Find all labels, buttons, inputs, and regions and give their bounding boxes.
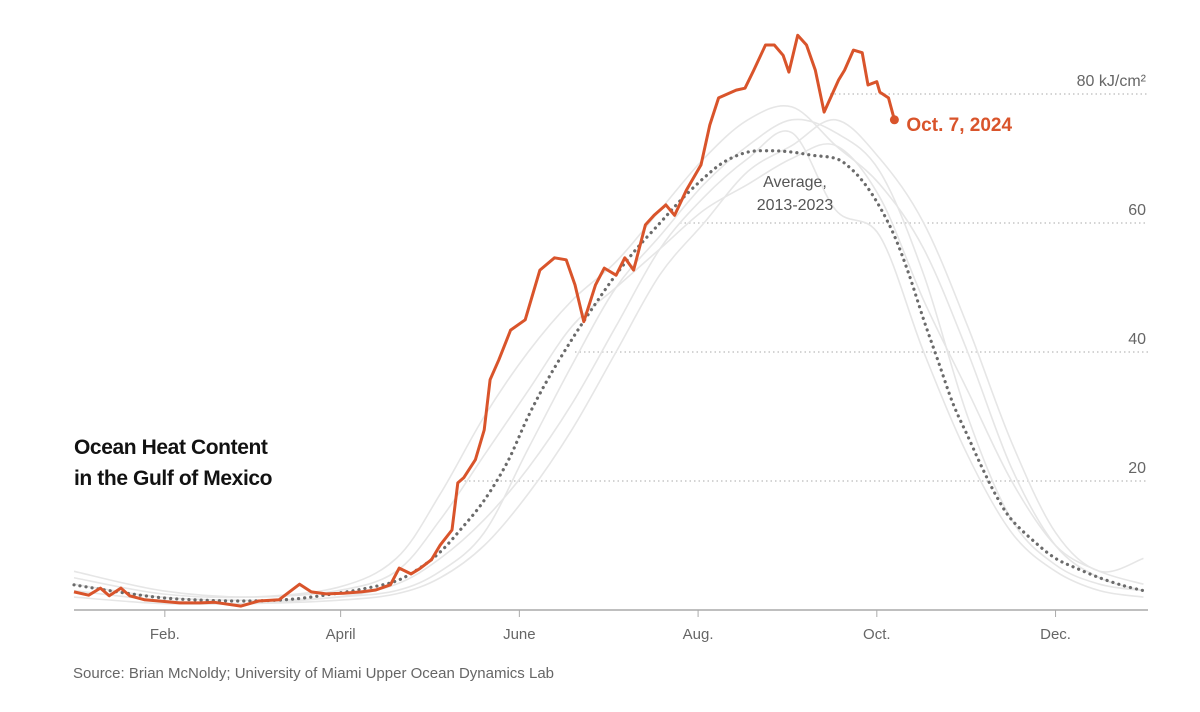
average-label: 2013-2023 bbox=[757, 197, 834, 214]
current-end-dot bbox=[889, 115, 899, 125]
past-years-lines bbox=[73, 105, 1144, 605]
past-year-line bbox=[73, 118, 1144, 605]
y-tick-label: 20 bbox=[1128, 460, 1146, 477]
current-year-line bbox=[73, 33, 896, 608]
chart-title-line-1: Ocean Heat Content bbox=[74, 436, 268, 459]
x-tick-label: Aug. bbox=[683, 626, 714, 643]
average-label: Average, bbox=[763, 174, 827, 191]
past-year-line bbox=[73, 143, 1144, 598]
past-year-line bbox=[73, 105, 1144, 599]
chart-title: Ocean Heat Content in the Gulf of Mexico bbox=[74, 432, 273, 494]
x-tick-label: June bbox=[503, 626, 536, 643]
current-date-label: Oct. 7, 2024 bbox=[906, 115, 1012, 136]
average-line bbox=[72, 149, 1146, 603]
x-tick-label: April bbox=[326, 626, 356, 643]
current-year-group: Oct. 7, 2024 bbox=[73, 33, 1012, 608]
y-tick-label: 40 bbox=[1128, 331, 1146, 348]
average-line-group: Average, 2013-2023 bbox=[72, 149, 1146, 603]
gridlines bbox=[460, 93, 1148, 482]
past-year-line bbox=[73, 130, 1144, 602]
y-tick-label: 60 bbox=[1128, 202, 1146, 219]
chart-title-line-2: in the Gulf of Mexico bbox=[74, 467, 273, 490]
x-tick-label: Oct. bbox=[863, 626, 891, 643]
y-axis-labels: 20 40 60 80 kJ/cm² bbox=[1077, 73, 1147, 477]
x-tick-label: Dec. bbox=[1040, 626, 1071, 643]
y-tick-label: 80 kJ/cm² bbox=[1077, 73, 1147, 90]
x-tick-label: Feb. bbox=[150, 626, 180, 643]
source-note: Source: Brian McNoldy; University of Mia… bbox=[73, 665, 555, 682]
past-year-line bbox=[73, 118, 1144, 605]
x-axis: Feb. April June Aug. Oct. Dec. bbox=[74, 609, 1148, 643]
